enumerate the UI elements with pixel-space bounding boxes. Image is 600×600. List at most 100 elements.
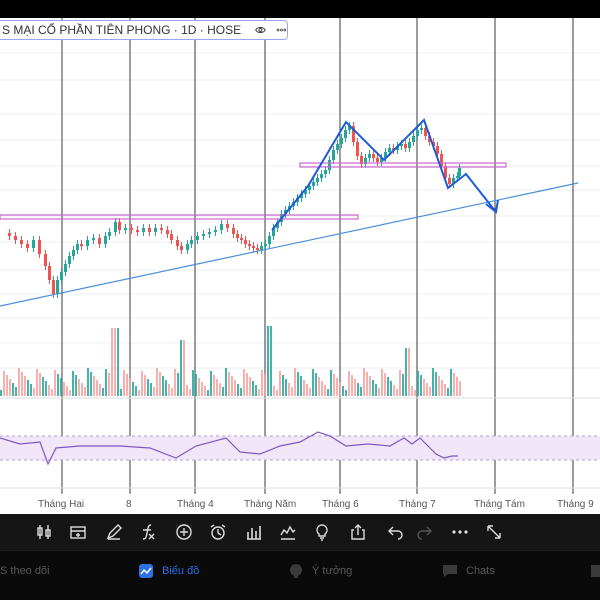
candle [72, 250, 75, 256]
volume-bar [438, 376, 440, 396]
volume-bar [339, 382, 341, 396]
volume-bar [243, 369, 245, 396]
volume-bar [84, 387, 86, 396]
candle [114, 222, 117, 232]
candle [348, 126, 351, 130]
candle [456, 176, 459, 178]
volume-bar [303, 380, 305, 396]
volume-bar [12, 383, 14, 396]
candle [136, 230, 139, 232]
candle [118, 222, 121, 230]
volume-bar [285, 379, 287, 396]
nav-chart[interactable]: Biểu đồ [138, 561, 199, 581]
volume-bar [405, 348, 407, 396]
volume-bar [348, 371, 350, 396]
volume-bar [72, 371, 74, 396]
nav-chats[interactable]: Chats [442, 561, 495, 581]
volume-bar [342, 386, 344, 396]
volume-bar [69, 390, 71, 396]
volume-bar [18, 368, 20, 396]
candle [108, 232, 111, 236]
plus-circle-icon[interactable] [174, 522, 194, 542]
volume-bar [186, 385, 188, 396]
candle [208, 232, 211, 234]
volume-bar [216, 379, 218, 396]
volume-bar [153, 387, 155, 396]
volume-bar [51, 389, 53, 396]
nav-watchlist[interactable]: S theo dõi [0, 561, 50, 581]
volume-bar [411, 386, 413, 396]
volume-bar [150, 383, 152, 396]
candle [148, 228, 151, 232]
candle [130, 228, 133, 230]
volume-bar [417, 371, 419, 396]
candle [64, 264, 67, 272]
volume-bar [399, 370, 401, 396]
volume-bar [147, 379, 149, 396]
volume-bar [288, 383, 290, 396]
nav-more-edge[interactable] [590, 561, 600, 581]
volume-bar [306, 384, 308, 396]
volume-bar [105, 369, 107, 396]
volume-bar [291, 387, 293, 396]
more-icon[interactable] [450, 522, 470, 542]
volume-bar [0, 390, 2, 396]
undo-icon[interactable] [386, 522, 406, 542]
volume-bar [204, 386, 206, 396]
nav-ideas[interactable]: Ý tưởng [288, 561, 352, 581]
volume-bar [375, 384, 377, 396]
eye-icon[interactable] [255, 24, 266, 36]
add-bar-icon[interactable] [68, 522, 88, 542]
volume-bar [453, 373, 455, 396]
volume-bar [120, 389, 122, 396]
fullscreen-icon[interactable] [484, 522, 504, 542]
candle [412, 136, 415, 142]
more-icon[interactable] [276, 27, 287, 33]
volume-bar [144, 375, 146, 396]
heatmap-icon[interactable] [278, 522, 298, 542]
volume-bar [384, 373, 386, 396]
volume-bar [372, 380, 374, 396]
candle [344, 130, 347, 138]
candle [320, 174, 323, 178]
volume-bar [171, 388, 173, 396]
volume-bar [207, 390, 209, 396]
candle [196, 236, 199, 240]
idea-icon [290, 564, 302, 578]
candle [220, 224, 223, 230]
volume-bar [141, 371, 143, 396]
volume-bar [393, 385, 395, 396]
candle [256, 248, 259, 250]
volume-bar [378, 388, 380, 396]
bar-chart-icon[interactable] [244, 522, 264, 542]
pencil-icon[interactable] [104, 522, 124, 542]
volume-bar [369, 376, 371, 396]
candle [240, 238, 243, 240]
candle [32, 240, 35, 248]
candle [376, 158, 379, 162]
volume-bar [414, 390, 416, 396]
alarm-icon[interactable] [208, 522, 228, 542]
share-icon[interactable] [348, 522, 368, 542]
volume-bar [318, 377, 320, 396]
candle [268, 236, 271, 244]
candle [458, 168, 461, 176]
candle [416, 130, 419, 136]
nav-watchlist-label: S theo dõi [0, 565, 50, 577]
volume-bar [219, 383, 221, 396]
arrow-head [485, 199, 499, 214]
volume-bar [297, 372, 299, 396]
function-icon[interactable] [138, 522, 158, 542]
price-chart[interactable]: Tháng Hai 8 Tháng 4 Tháng Năm Tháng 6 Tháng 7… [0, 18, 600, 514]
volume-bar [426, 383, 428, 396]
volume-bar [351, 375, 353, 396]
volume-bar [6, 375, 8, 396]
candle [170, 234, 173, 240]
volume-bar [39, 373, 41, 396]
chart-area[interactable]: Tháng Hai 8 Tháng 4 Tháng Năm Tháng 6 Tháng 7… [0, 18, 600, 514]
lightbulb-icon[interactable] [312, 522, 332, 542]
candle [424, 128, 427, 136]
candlestick-icon[interactable] [34, 522, 54, 542]
symbol-legend[interactable]: S MẠI CỔ PHẦN TIÊN PHONG · 1D · HOSE [0, 20, 288, 40]
candle [272, 228, 275, 236]
